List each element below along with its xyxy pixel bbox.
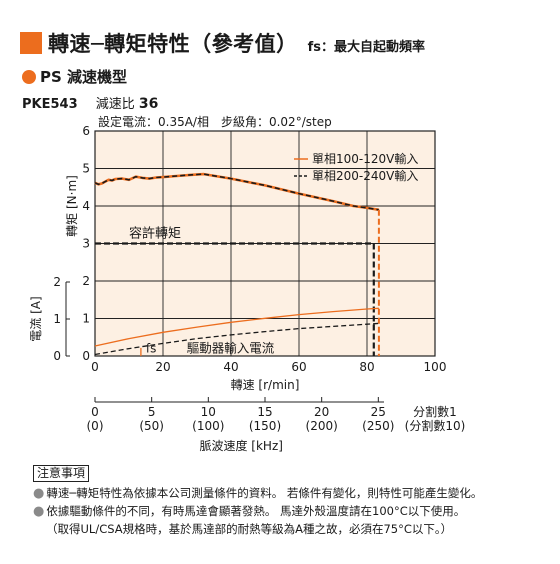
pulse-tick-label: 20: [314, 405, 329, 419]
torque-tick-label: 2: [82, 274, 90, 288]
series-type: PS 減速機型: [40, 68, 128, 86]
pulse-tick-label: 0: [91, 405, 99, 419]
pulse-tick-label-div10: (50): [139, 419, 164, 433]
current-tick-label: 0: [53, 349, 61, 363]
fs-definition: fs：最大自起動頻率: [307, 39, 426, 55]
permissible-torque-label: 容許轉矩: [129, 226, 181, 242]
x-tick-label: 60: [291, 360, 306, 374]
note-continuation: （取得UL/CSA規格時，基於馬達部的耐熱等級為A種之故，必須在75°C以下。）: [46, 522, 453, 536]
pulse-tick-label: 25: [371, 405, 386, 419]
fs-label: fs: [146, 341, 156, 355]
pulse-tick-label-div10: (250): [362, 419, 394, 433]
note-bullet-icon: ●: [33, 486, 45, 501]
legend-entry: 單相100-120V輸入: [312, 151, 418, 166]
model-name: PKE543: [22, 97, 78, 112]
pulse-axis-label: 脈波速度 [kHz]: [199, 438, 282, 453]
x-tick-label: 80: [359, 360, 374, 374]
title-marker: [20, 32, 42, 54]
current-curve-100-120v: [94, 307, 379, 347]
settings-line: 設定電流：0.35A/相 步級角：0.02°/step: [98, 115, 332, 129]
note-item: ● 依據驅動條件的不同，有時馬達會顯著發熱。 馬達外殼溫度請在100°C以下使用。: [33, 503, 465, 519]
torque-tick-label: 1: [82, 312, 90, 326]
division10-label: (分割數10): [405, 418, 466, 433]
ratio-label: 減速比: [95, 97, 135, 112]
x-axis-label: 轉速 [r/min]: [231, 378, 300, 392]
division1-label: 分割數1: [413, 404, 457, 419]
note-text: 轉速─轉矩特性為依據本公司測量條件的資料。 若條件有變化，則特性可能產生變化。: [46, 486, 483, 500]
pulse-tick-label: 10: [201, 405, 216, 419]
x-tick-label: 20: [155, 360, 170, 374]
pulse-tick-label: 5: [148, 405, 156, 419]
pulse-tick-label-div10: (200): [306, 419, 338, 433]
model-row: PKE543 減速比 36: [22, 93, 158, 112]
bullet-dot-icon: [22, 69, 36, 84]
pulse-tick-label-div10: (0): [87, 419, 104, 433]
torque-tick-label: 4: [82, 199, 90, 213]
x-tick-label: 100: [424, 360, 447, 374]
page-title: 轉速─轉矩特性（參考值）: [48, 32, 298, 56]
section-title-row: 轉速─轉矩特性（參考值） fs：最大自起動頻率: [20, 28, 425, 58]
ratio-value: 36: [138, 96, 159, 112]
legend-entry: 單相200-240V輸入: [312, 168, 418, 183]
pulse-tick-label-div10: (150): [249, 419, 281, 433]
input-current-label: 驅動器輸入電流: [187, 340, 275, 355]
current-tick-label: 2: [53, 275, 61, 289]
subheader-row: PS 減速機型: [22, 66, 127, 87]
x-tick-label: 40: [223, 360, 238, 374]
notes-title: 注意事項: [33, 465, 90, 482]
current-axis-label: 電流 [A]: [29, 296, 43, 341]
torque-axis-label: 轉矩 [N·m]: [65, 175, 79, 237]
note-bullet-icon: ●: [33, 504, 45, 519]
torque-tick-label: 5: [82, 162, 90, 176]
pulse-tick-label: 15: [257, 405, 272, 419]
current-curve-200-240v: [94, 322, 379, 356]
note-text: 依據驅動條件的不同，有時馬達會顯著發熱。 馬達外殼溫度請在100°C以下使用。: [46, 504, 466, 518]
note-item: ● 轉速─轉矩特性為依據本公司測量條件的資料。 若條件有變化，則特性可能產生變化。: [33, 485, 482, 501]
pulse-tick-label-div10: (100): [192, 419, 224, 433]
torque-tick-label: 0: [82, 349, 90, 363]
current-tick-label: 1: [53, 312, 61, 326]
torque-curve-200-240v: [94, 173, 380, 211]
torque-tick-label: 6: [82, 124, 90, 138]
torque-tick-label: 3: [82, 237, 90, 251]
x-tick-label: 0: [91, 360, 99, 374]
